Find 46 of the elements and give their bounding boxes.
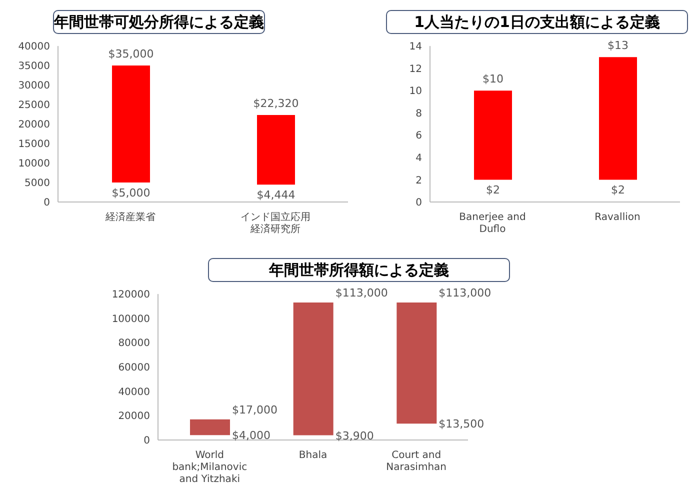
y-tick-label: 80000 <box>118 338 150 350</box>
y-tick-label: 6 <box>416 130 422 142</box>
y-tick-label: 25000 <box>18 100 50 112</box>
x-tick-label: World bank;Milanovic and Yitzhaki <box>171 450 248 486</box>
y-tick-label: 0 <box>144 436 150 447</box>
annotation: $2 <box>486 184 500 197</box>
annotation: $13 <box>608 39 628 52</box>
y-tick-label: 14 <box>409 42 422 53</box>
y-tick-label: 5000 <box>24 178 50 190</box>
y-tick-label: 20000 <box>18 120 50 131</box>
x-tick-label: Ravallion <box>594 212 642 224</box>
y-tick-label: 0 <box>44 198 50 209</box>
chart-title: 年間世帯所得額による定義 <box>208 258 510 282</box>
y-tick-label: 60000 <box>118 362 150 374</box>
annotation: $113,000 <box>335 286 388 300</box>
chart-title: 1人当たりの1日の支出額による定義 <box>386 10 688 34</box>
y-tick-label: 15000 <box>18 139 50 150</box>
annotation: $17,000 <box>232 403 278 416</box>
y-tick-label: 0 <box>416 198 422 209</box>
y-tick-label: 100000 <box>112 314 150 325</box>
annotation: $5,000 <box>112 186 150 200</box>
annotation: $10 <box>482 72 504 86</box>
annotation: $4,000 <box>232 429 270 442</box>
x-tick-label: Banerjee and Duflo <box>458 212 527 236</box>
y-tick-label: 4 <box>416 152 422 164</box>
y-tick-label: 30000 <box>18 80 50 92</box>
annotation: $13,500 <box>438 418 484 431</box>
y-tick-label: 10 <box>409 86 422 98</box>
annotation: $3,900 <box>335 429 374 442</box>
chart-title: 年間世帯可処分所得による定義 <box>53 10 265 34</box>
x-tick-label: Court and Narasimhan <box>385 450 448 474</box>
y-tick-label: 2 <box>416 175 422 186</box>
x-tick-label: Bhala <box>298 450 328 462</box>
y-tick-label: 40000 <box>18 42 50 53</box>
y-tick-label: 10000 <box>18 158 50 170</box>
annotation: $113,000 <box>438 286 492 300</box>
y-tick-label: 40000 <box>118 386 150 398</box>
y-tick-label: 35000 <box>18 61 50 72</box>
y-tick-label: 120000 <box>112 290 150 301</box>
annotation: $35,000 <box>108 48 154 60</box>
annotation: $22,320 <box>253 96 299 110</box>
y-tick-label: 12 <box>409 64 422 75</box>
annotation: $2 <box>611 184 625 197</box>
annotation: $4,444 <box>256 188 296 202</box>
y-tick-label: 8 <box>416 108 422 120</box>
y-tick-label: 20000 <box>118 411 150 422</box>
